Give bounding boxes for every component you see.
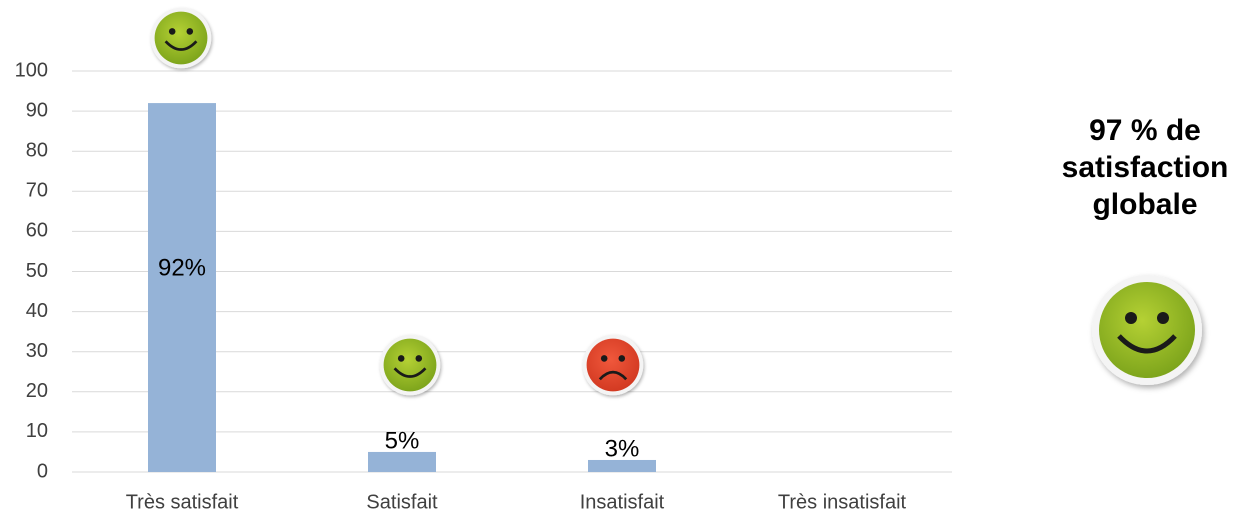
y-tick-label: 80: [26, 139, 48, 161]
y-tick-label: 40: [26, 300, 48, 322]
x-tick-label: Satisfait: [366, 491, 438, 513]
plot: 0 10 20 30 40 50 60 70 80 90 100 Très satisfait 92% S…: [15, 59, 952, 513]
x-tick-label: Très satisfait: [126, 491, 239, 513]
y-tick-label: 90: [26, 99, 48, 121]
value-label: 92%: [158, 254, 206, 281]
y-tick-label: 70: [26, 180, 48, 202]
bar: [368, 451, 436, 472]
y-tick-label: 60: [26, 220, 48, 242]
smiley-icon: [1092, 275, 1202, 385]
y-tick-label: 50: [26, 260, 48, 282]
value-label: 5%: [385, 427, 420, 454]
bar: [148, 103, 216, 472]
smiley-icon: [379, 334, 441, 396]
x-tick-label: Insatisfait: [580, 491, 665, 513]
y-tick-label: 20: [26, 380, 48, 402]
y-tick-label: 0: [37, 460, 48, 482]
y-tick-label: 100: [15, 59, 48, 81]
value-label: 3%: [605, 435, 640, 462]
x-tick-label: Très insatisfait: [778, 491, 907, 513]
frown-icon: [582, 334, 644, 396]
y-tick-label: 10: [26, 420, 48, 442]
bar: [588, 459, 656, 472]
y-tick-label: 30: [26, 340, 48, 362]
annotation: 97 % de satisfaction globale: [1061, 114, 1229, 221]
smiley-icon: [150, 7, 212, 69]
